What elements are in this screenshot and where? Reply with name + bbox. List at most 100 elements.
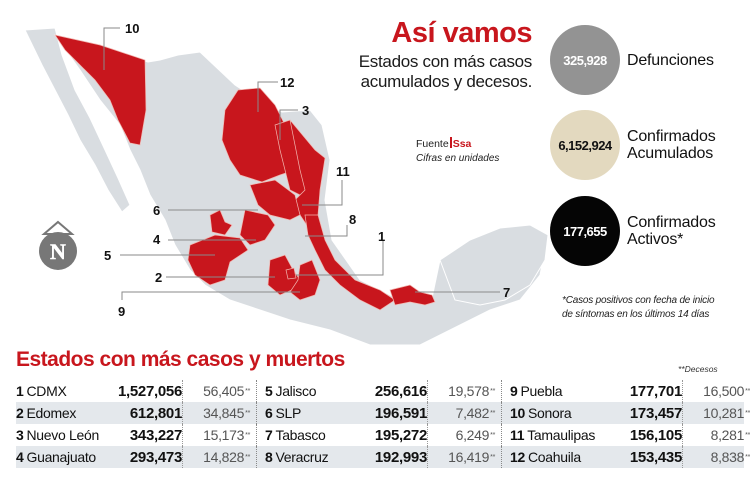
- state-entry: 2 Edomex 612,801 34,845 **: [16, 402, 256, 424]
- state-deaths: 34,845 **: [182, 402, 256, 424]
- state-rank: 12: [510, 449, 525, 465]
- state-entry: 10 Sonora 173,457 10,281 **: [501, 402, 750, 424]
- state-entry: 4 Guanajuato 293,473 14,828 **: [16, 446, 256, 468]
- callout-10: 10: [125, 21, 139, 36]
- state-rank: 5: [265, 383, 273, 399]
- state-cases: 177,701: [629, 382, 682, 400]
- deceased-note: **Decesos: [678, 364, 718, 374]
- state-cases: 195,272: [374, 426, 427, 444]
- state-deaths: 19,578 **: [427, 380, 501, 402]
- stat-circle: 177,655: [550, 196, 620, 266]
- state-deaths: 10,281 **: [682, 402, 750, 424]
- stat-confirmed-active: 177,655 Confirmados Activos*: [550, 196, 716, 266]
- subtitle-line-2: acumulados y decesos.: [360, 72, 533, 91]
- state-name: 2 Edomex: [16, 405, 77, 421]
- source-separator: [449, 137, 452, 148]
- state-name: 6 SLP: [265, 405, 302, 421]
- source-name: Ssa: [452, 138, 472, 150]
- state-deaths: 8,838 **: [682, 446, 750, 468]
- state-deaths: 6,249 **: [427, 424, 501, 446]
- state-rank: 6: [265, 405, 273, 421]
- state-entry: 12 Coahuila 153,435 8,838 **: [501, 446, 750, 468]
- state-rank: 7: [265, 427, 273, 443]
- state-cases: 343,227: [129, 426, 182, 444]
- state-name: 7 Tabasco: [265, 427, 326, 443]
- state-name: 4 Guanajuato: [16, 449, 96, 465]
- state-name: 8 Veracruz: [265, 449, 329, 465]
- state-cases: 192,993: [374, 448, 427, 466]
- stat-circle: 325,928: [550, 25, 620, 95]
- state-deaths: 56,405 **: [182, 380, 256, 402]
- state-cases: 173,457: [629, 404, 682, 422]
- state-cases: 293,473: [129, 448, 182, 466]
- state-deaths: 16,500 **: [682, 380, 750, 402]
- state-cases: 153,435: [629, 448, 682, 466]
- state-deaths: 7,482 **: [427, 402, 501, 424]
- state-deaths: 15,173 **: [182, 424, 256, 446]
- state-rank: 3: [16, 427, 24, 443]
- callout-8: 8: [349, 212, 356, 227]
- map-callout-lines: [103, 27, 500, 300]
- state-entry: 3 Nuevo León 343,227 15,173 **: [16, 424, 256, 446]
- source-credit: Fuente Ssa Cifras en unidades: [416, 137, 499, 164]
- stat-confirmed-cumulative: 6,152,924 Confirmados Acumulados: [550, 110, 716, 180]
- compass-icon: N: [39, 220, 77, 270]
- callout-7: 7: [503, 285, 510, 300]
- svg-text:N: N: [50, 239, 66, 264]
- state-cases: 1,527,056: [117, 382, 182, 400]
- state-entry: 9 Puebla 177,701 16,500 **: [501, 380, 750, 402]
- state-rank: 2: [16, 405, 24, 421]
- map-highlighted-states: [54, 34, 436, 311]
- callout-2: 2: [155, 270, 162, 285]
- source-note: Cifras en unidades: [416, 153, 500, 164]
- state-entry: 11 Tamaulipas 156,105 8,281 **: [501, 424, 750, 446]
- stat-label: Confirmados Acumulados: [627, 128, 716, 162]
- callout-12: 12: [280, 75, 294, 90]
- state-cases: 612,801: [129, 404, 182, 422]
- state-entry: 7 Tabasco 195,272 6,249 **: [256, 424, 501, 446]
- state-deaths: 8,281 **: [682, 424, 750, 446]
- callout-9: 9: [118, 304, 125, 319]
- state-rank: 4: [16, 449, 24, 465]
- state-entry: 5 Jalisco 256,616 19,578 **: [256, 380, 501, 402]
- state-rank: 9: [510, 383, 518, 399]
- callout-11: 11: [336, 164, 350, 179]
- callout-5: 5: [104, 248, 111, 263]
- state-cases: 256,616: [374, 382, 427, 400]
- state-name: 10 Sonora: [510, 405, 572, 421]
- stat-deaths: 325,928 Defunciones: [550, 25, 714, 95]
- table-row: 1 CDMX 1,527,056 56,405 ** 5 Jalisco 256,616 19,…: [16, 380, 750, 402]
- table-row: 2 Edomex 612,801 34,845 ** 6 SLP 196,591 7,482 **…: [16, 402, 750, 424]
- state-entry: 6 SLP 196,591 7,482 **: [256, 402, 501, 424]
- state-name: 11 Tamaulipas: [510, 427, 596, 443]
- state-rank: 10: [510, 405, 525, 421]
- state-rank: 11: [510, 427, 525, 443]
- state-entry: 8 Veracruz 192,993 16,419 **: [256, 446, 501, 468]
- state-name: 12 Coahuila: [510, 449, 581, 465]
- table-title: Estados con más casos y muertos: [16, 348, 345, 371]
- callout-6: 6: [153, 203, 160, 218]
- table-row: 3 Nuevo León 343,227 15,173 ** 7 Tabasco 195,27…: [16, 424, 750, 446]
- page-title: Así vamos: [391, 17, 532, 49]
- footnote: *Casos positivos con fecha de inicio de …: [562, 295, 715, 320]
- state-name: 5 Jalisco: [265, 383, 317, 399]
- stat-label: Confirmados Activos*: [627, 214, 716, 248]
- states-table: 1 CDMX 1,527,056 56,405 ** 5 Jalisco 256,616 19,…: [16, 380, 750, 468]
- state-deaths: 14,828 **: [182, 446, 256, 468]
- table-row: 4 Guanajuato 293,473 14,828 ** 8 Veracruz 192,9…: [16, 446, 750, 468]
- callout-1: 1: [378, 229, 385, 244]
- state-rank: 8: [265, 449, 273, 465]
- state-cases: 196,591: [374, 404, 427, 422]
- mexico-map: 10 12 3 11 6 8 4 1 5 2 7 9 N: [24, 21, 549, 345]
- state-name: 9 Puebla: [510, 383, 563, 399]
- state-cases: 156,105: [629, 426, 682, 444]
- header: Así vamos Estados con más casos acumulad…: [358, 17, 533, 92]
- callout-4: 4: [153, 232, 161, 247]
- stat-circle: 6,152,924: [550, 110, 620, 180]
- callout-3: 3: [302, 103, 309, 118]
- state-name: 1 CDMX: [16, 383, 67, 399]
- state-rank: 1: [16, 383, 24, 399]
- source-label: Fuente: [416, 138, 449, 150]
- state-name: 3 Nuevo León: [16, 427, 100, 443]
- subtitle-line-1: Estados con más casos: [358, 52, 533, 71]
